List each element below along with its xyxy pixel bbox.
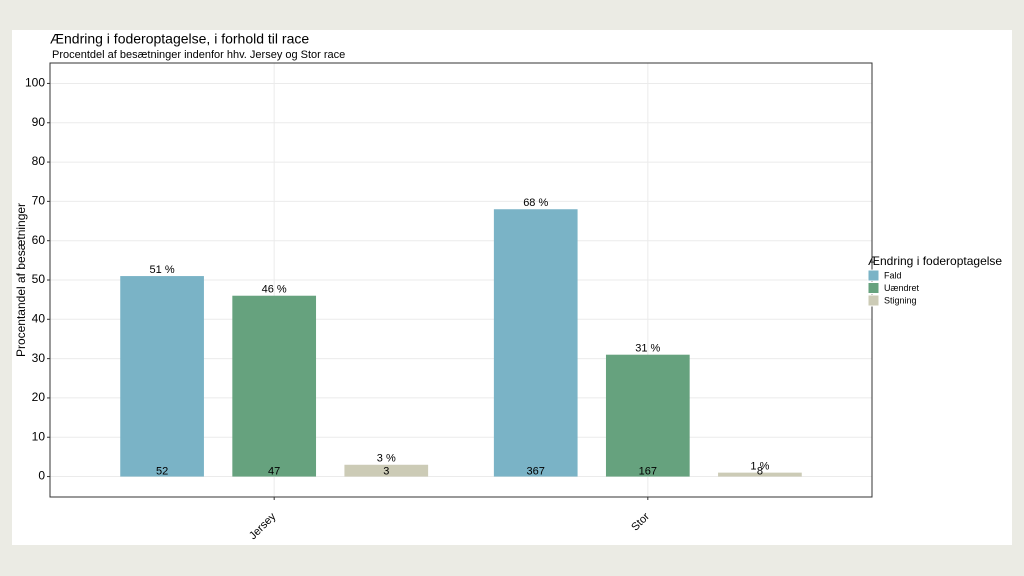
y-tick-label: 0 <box>38 469 45 483</box>
count-label: 8 <box>757 465 763 477</box>
value-label: 1 % <box>750 461 769 473</box>
y-tick-label: 90 <box>32 115 46 129</box>
legend-label: Stigning <box>884 295 917 305</box>
count-label: 52 <box>156 465 168 477</box>
legend-key <box>867 294 880 307</box>
y-tick-label: 30 <box>32 351 46 365</box>
legend-label: Uændret <box>884 283 920 293</box>
count-label: 3 <box>383 465 389 477</box>
bar <box>120 276 204 477</box>
count-label: 367 <box>527 465 545 477</box>
legend-key <box>867 269 880 282</box>
value-label: 31 % <box>635 343 660 355</box>
y-tick-label: 40 <box>32 311 46 325</box>
y-tick-label: 50 <box>32 272 46 286</box>
value-label: 68 % <box>523 197 548 209</box>
y-tick-label: 100 <box>25 76 45 90</box>
value-label: 46 % <box>262 284 287 296</box>
bar <box>718 472 802 477</box>
y-tick-label: 20 <box>32 390 46 404</box>
y-tick-label: 80 <box>32 154 46 168</box>
y-tick-label: 60 <box>32 233 46 247</box>
bar <box>232 295 317 477</box>
count-label: 167 <box>639 465 657 477</box>
chart-title: Ændring i foderoptagelse, i forhold til … <box>50 31 309 47</box>
y-tick-label: 70 <box>32 194 46 208</box>
bar <box>493 209 578 477</box>
chart-subtitle: Procentdel af besætninger indenfor hhv. … <box>52 49 345 61</box>
bar <box>344 464 429 477</box>
legend-key <box>867 282 880 294</box>
legend-label: Fald <box>884 270 902 280</box>
legend-title: Ændring i foderoptagelse <box>868 254 1002 268</box>
count-label: 47 <box>268 465 280 477</box>
value-label: 51 % <box>150 264 175 276</box>
y-tick-label: 10 <box>32 429 46 443</box>
bar <box>605 354 690 477</box>
y-axis-label: Procentandel af besætninger <box>14 203 28 357</box>
value-label: 3 % <box>377 453 396 465</box>
